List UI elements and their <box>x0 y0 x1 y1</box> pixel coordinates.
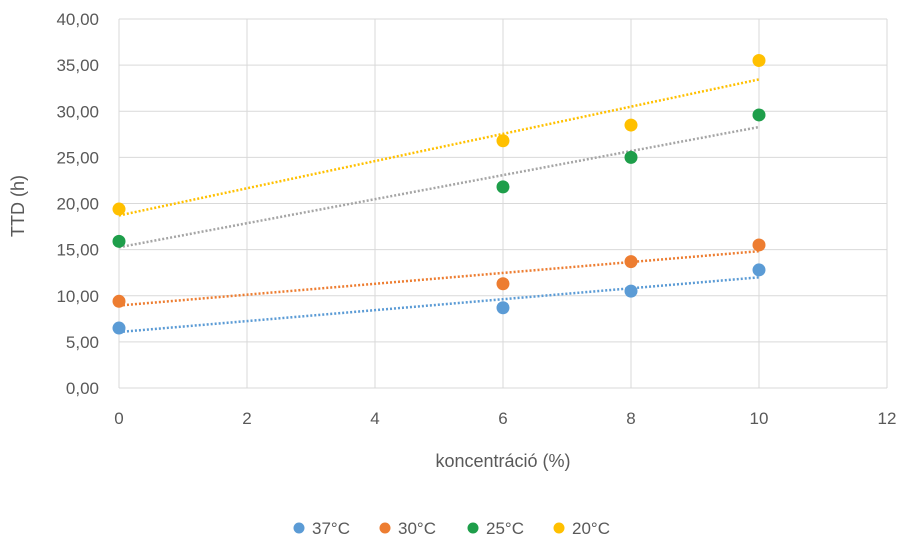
data-point <box>112 294 126 308</box>
data-point <box>496 134 510 148</box>
x-axis-ticks: 0 2 4 6 8 10 12 <box>114 409 896 428</box>
data-point <box>752 263 766 277</box>
x-axis-title: koncentráció (%) <box>435 451 570 471</box>
data-point <box>112 202 126 216</box>
data-points <box>112 54 766 335</box>
data-point <box>496 301 510 315</box>
data-point <box>496 277 510 291</box>
x-tick-label: 2 <box>242 409 251 428</box>
legend-marker <box>379 522 391 534</box>
legend-marker <box>293 522 305 534</box>
y-tick-label: 35,00 <box>56 56 99 75</box>
gridlines <box>118 18 888 389</box>
y-tick-label: 30,00 <box>56 102 99 121</box>
legend-label: 20°C <box>572 519 610 538</box>
x-tick-label: 0 <box>114 409 123 428</box>
y-tick-label: 0,00 <box>66 379 99 398</box>
y-axis-ticks: 0,00 5,00 10,00 15,00 20,00 25,00 30,00 35,00 40… <box>56 10 99 398</box>
trendline <box>118 125 760 249</box>
y-tick-label: 40,00 <box>56 10 99 29</box>
trendline <box>118 276 760 334</box>
legend-label: 25°C <box>486 519 524 538</box>
data-point <box>624 284 638 298</box>
y-tick-label: 15,00 <box>56 241 99 260</box>
x-tick-label: 10 <box>750 409 769 428</box>
legend-label: 37°C <box>312 519 350 538</box>
y-tick-label: 20,00 <box>56 195 99 214</box>
data-point <box>624 150 638 164</box>
data-point <box>112 234 126 248</box>
y-axis-title: TTD (h) <box>8 175 28 237</box>
y-tick-label: 10,00 <box>56 287 99 306</box>
x-tick-label: 4 <box>370 409 379 428</box>
trendline <box>118 249 760 307</box>
data-point <box>752 54 766 68</box>
x-tick-label: 8 <box>626 409 635 428</box>
data-point <box>624 255 638 269</box>
data-point <box>752 238 766 252</box>
y-tick-label: 25,00 <box>56 148 99 167</box>
legend-marker <box>467 522 479 534</box>
legend-label: 30°C <box>398 519 436 538</box>
legend-marker <box>553 522 565 534</box>
x-tick-label: 12 <box>878 409 897 428</box>
data-point <box>624 118 638 132</box>
data-point <box>496 180 510 194</box>
y-tick-label: 5,00 <box>66 333 99 352</box>
trendlines <box>118 78 760 334</box>
legend: 37°C 30°C 25°C 20°C <box>293 519 610 538</box>
trendline <box>118 78 760 217</box>
x-tick-label: 6 <box>498 409 507 428</box>
data-point <box>112 321 126 335</box>
data-point <box>752 108 766 122</box>
